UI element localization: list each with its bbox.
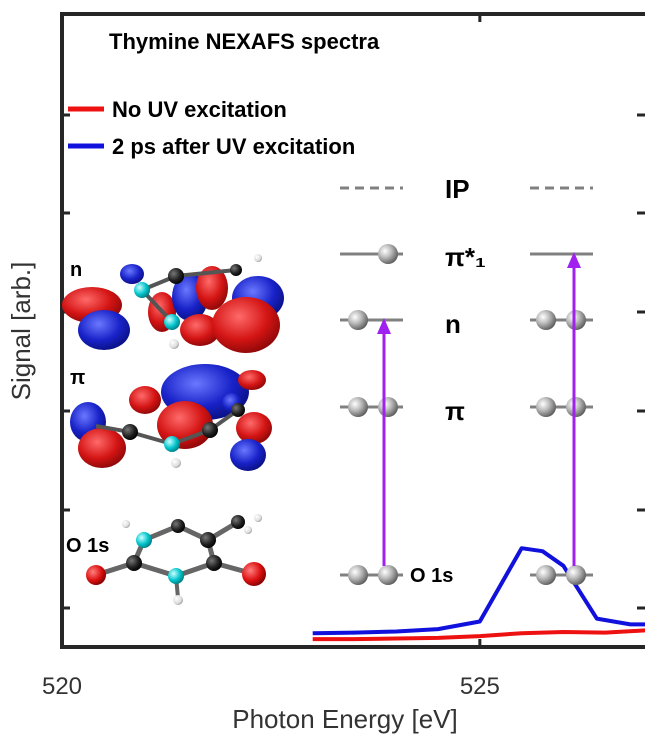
level-label-n: n <box>445 309 461 339</box>
legend-label-no-uv: No UV excitation <box>112 97 287 122</box>
electron-ball <box>566 565 586 585</box>
energy-level-diagram: IP π*₁ n π O 1s <box>340 174 593 587</box>
level-label-pi: π <box>445 396 465 426</box>
legend-label-2ps: 2 ps after UV excitation <box>112 134 355 159</box>
orbital-label-pi: π <box>70 367 85 389</box>
electron-ball <box>536 565 556 585</box>
electron-ball <box>378 397 398 417</box>
electron-ball <box>536 310 556 330</box>
electron-ball <box>566 310 586 330</box>
orbital-label-o1s: O 1s <box>66 535 109 557</box>
electron-ball <box>566 397 586 417</box>
level-label-pi-star: π*₁ <box>445 242 486 272</box>
x-axis-ticks: 520525530 <box>42 14 500 700</box>
chart-title: Thymine NEXAFS spectra <box>109 29 380 54</box>
x-axis-label: Photon Energy [eV] <box>232 704 457 734</box>
electron-ball <box>378 244 398 264</box>
n-orbital-image <box>62 254 284 353</box>
y-ticks <box>62 113 645 610</box>
level-label-ip: IP <box>445 174 470 204</box>
series-line-no-uv <box>312 628 645 642</box>
electron-ball <box>348 310 368 330</box>
y-axis-label: Signal [arb.] <box>6 262 36 401</box>
orbital-label-n: n <box>70 259 82 281</box>
pi-orbital-image <box>70 364 272 471</box>
series-line-2ps <box>312 546 645 636</box>
legend: No UV excitation 2 ps after UV excitatio… <box>68 97 355 159</box>
electron-ball <box>536 397 556 417</box>
level-label-o1s: O 1s <box>410 565 453 587</box>
electron-ball <box>378 565 398 585</box>
x-tick-label: 525 <box>460 673 500 700</box>
o1s-molecule-image <box>86 514 266 605</box>
orbital-illustrations: n π O 1s <box>62 254 284 605</box>
electron-ball <box>348 397 368 417</box>
axes-frame <box>60 12 645 649</box>
electron-ball <box>348 565 368 585</box>
x-tick-label: 520 <box>42 673 82 700</box>
